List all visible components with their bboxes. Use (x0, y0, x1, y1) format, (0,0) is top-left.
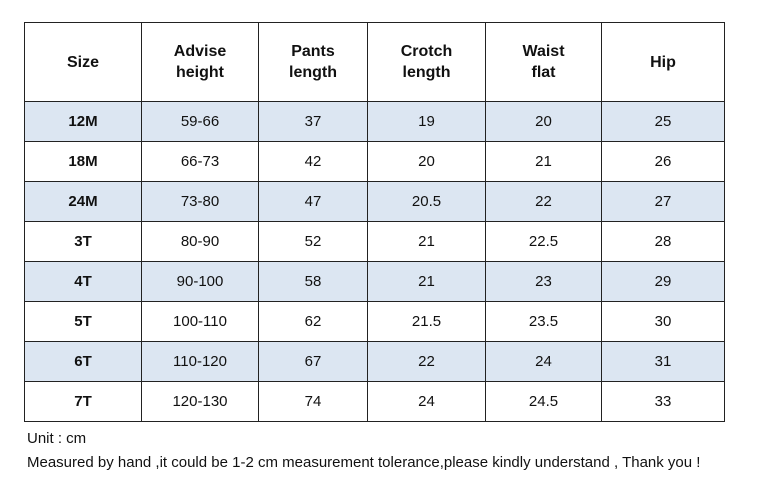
size-cell: 6T (24, 341, 142, 382)
crotch-length-cell: 22 (367, 341, 486, 382)
pants-length-cell: 52 (258, 221, 368, 262)
table-row: 6T 110-120 67 22 24 31 (24, 341, 725, 382)
waist-flat-cell: 22.5 (485, 221, 602, 262)
hip-cell: 28 (601, 221, 725, 262)
crotch-length-cell: 24 (367, 381, 486, 422)
crotch-length-cell: 21.5 (367, 301, 486, 342)
crotch-length-cell: 21 (367, 221, 486, 262)
size-chart-table: Size Advise height Pants length Crotch l… (24, 22, 725, 422)
hip-cell: 25 (601, 101, 725, 142)
crotch-length-cell: 20.5 (367, 181, 486, 222)
advise-height-cell: 90-100 (141, 261, 259, 302)
table-row: 7T 120-130 74 24 24.5 33 (24, 381, 725, 422)
size-cell: 12M (24, 101, 142, 142)
size-cell: 7T (24, 381, 142, 422)
advise-height-cell: 120-130 (141, 381, 259, 422)
tolerance-note: Measured by hand ,it could be 1-2 cm mea… (27, 454, 701, 471)
hip-cell: 27 (601, 181, 725, 222)
waist-flat-cell: 24.5 (485, 381, 602, 422)
pants-length-cell: 74 (258, 381, 368, 422)
size-cell: 3T (24, 221, 142, 262)
pants-length-cell: 58 (258, 261, 368, 302)
size-cell: 5T (24, 301, 142, 342)
hip-cell: 29 (601, 261, 725, 302)
table-row: 4T 90-100 58 21 23 29 (24, 261, 725, 302)
header-advise-height: Advise height (141, 22, 259, 102)
waist-flat-cell: 24 (485, 341, 602, 382)
waist-flat-cell: 23 (485, 261, 602, 302)
hip-cell: 30 (601, 301, 725, 342)
hip-cell: 26 (601, 141, 725, 182)
notes: Unit : cm Measured by hand ,it could be … (27, 427, 757, 475)
header-pants-length: Pants length (258, 22, 368, 102)
table-row: 18M 66-73 42 20 21 26 (24, 141, 725, 182)
header-size: Size (24, 22, 142, 102)
advise-height-cell: 80-90 (141, 221, 259, 262)
crotch-length-cell: 19 (367, 101, 486, 142)
pants-length-cell: 42 (258, 141, 368, 182)
advise-height-cell: 110-120 (141, 341, 259, 382)
pants-length-cell: 62 (258, 301, 368, 342)
pants-length-cell: 67 (258, 341, 368, 382)
size-cell: 4T (24, 261, 142, 302)
size-cell: 24M (24, 181, 142, 222)
header-hip: Hip (601, 22, 725, 102)
size-cell: 18M (24, 141, 142, 182)
unit-note: Unit : cm (27, 430, 87, 447)
advise-height-cell: 59-66 (141, 101, 259, 142)
waist-flat-cell: 23.5 (485, 301, 602, 342)
hip-cell: 31 (601, 341, 725, 382)
waist-flat-cell: 22 (485, 181, 602, 222)
pants-length-cell: 47 (258, 181, 368, 222)
table-row: 12M 59-66 37 19 20 25 (24, 101, 725, 142)
pants-length-cell: 37 (258, 101, 368, 142)
crotch-length-cell: 21 (367, 261, 486, 302)
table-row: 3T 80-90 52 21 22.5 28 (24, 221, 725, 262)
header-waist-flat: Waist flat (485, 22, 602, 102)
advise-height-cell: 100-110 (141, 301, 259, 342)
table-row: 5T 100-110 62 21.5 23.5 30 (24, 301, 725, 342)
hip-cell: 33 (601, 381, 725, 422)
table-row: 24M 73-80 47 20.5 22 27 (24, 181, 725, 222)
advise-height-cell: 73-80 (141, 181, 259, 222)
advise-height-cell: 66-73 (141, 141, 259, 182)
waist-flat-cell: 20 (485, 101, 602, 142)
header-row: Size Advise height Pants length Crotch l… (24, 22, 725, 102)
waist-flat-cell: 21 (485, 141, 602, 182)
crotch-length-cell: 20 (367, 141, 486, 182)
header-crotch-length: Crotch length (367, 22, 486, 102)
